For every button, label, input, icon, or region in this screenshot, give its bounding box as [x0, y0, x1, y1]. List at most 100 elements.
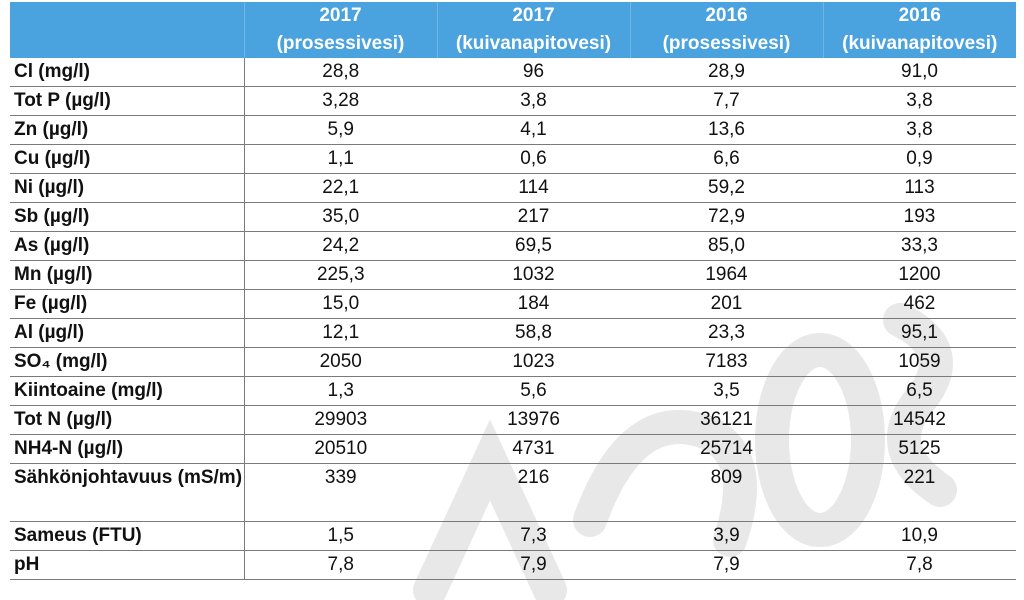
header-2017-drainage: 2017 (kuivanapitovesi) [437, 2, 631, 58]
header-cell-empty [10, 2, 245, 58]
header-type: (kuivanapitovesi) [842, 33, 998, 54]
table-row: Zn (µg/l) 5,9 4,1 13,6 3,8 [10, 115, 1016, 145]
cell: 1059 [823, 347, 1016, 377]
cell: 339 [244, 463, 437, 522]
cell: 217 [437, 202, 630, 232]
cell: 96 [437, 58, 630, 87]
header-type: (kuivanapitovesi) [455, 33, 612, 54]
table-row: Fe (µg/l) 15,0 184 201 462 [10, 289, 1016, 319]
cell: 69,5 [437, 231, 630, 261]
row-label: Zn (µg/l) [10, 115, 245, 145]
table-row: Sb (µg/l) 35,0 217 72,9 193 [10, 202, 1016, 232]
cell: 6,6 [630, 144, 823, 174]
cell: 3,5 [630, 376, 823, 406]
cell: 7,8 [244, 550, 437, 580]
cell: 7,8 [823, 550, 1016, 580]
table-row: Al (µg/l) 12,1 58,8 23,3 95,1 [10, 318, 1016, 348]
table-row: NH4-N (µg/l) 20510 4731 25714 5125 [10, 434, 1016, 464]
cell: 13,6 [630, 115, 823, 145]
header-2017-process: 2017 (prosessivesi) [244, 2, 438, 58]
row-label: Fe (µg/l) [10, 289, 245, 319]
table-row: Tot P (µg/l) 3,28 3,8 7,7 3,8 [10, 86, 1016, 116]
cell: 1032 [437, 260, 630, 290]
cell: 7,3 [437, 521, 630, 551]
table-row: Ni (µg/l) 22,1 114 59,2 113 [10, 173, 1016, 203]
cell: 91,0 [823, 58, 1016, 87]
cell: 58,8 [437, 318, 630, 348]
cell: 221 [823, 463, 1016, 522]
header-row: 2017 (prosessivesi) 2017 (kuivanapitoves… [10, 2, 1016, 58]
table-row: Sameus (FTU) 1,5 7,3 3,9 10,9 [10, 521, 1016, 551]
cell: 225,3 [244, 260, 437, 290]
cell: 0,9 [823, 144, 1016, 174]
cell: 201 [630, 289, 823, 319]
row-label: Ni (µg/l) [10, 173, 245, 203]
cell: 28,9 [630, 58, 823, 87]
cell: 5,6 [437, 376, 630, 406]
cell: 7,9 [437, 550, 630, 580]
cell: 4,1 [437, 115, 630, 145]
cell: 184 [437, 289, 630, 319]
cell: 114 [437, 173, 630, 203]
cell: 5125 [823, 434, 1016, 464]
row-label: Al (µg/l) [10, 318, 245, 348]
header-year: 2017 [512, 5, 555, 26]
table-row: Kiintoaine (mg/l) 1,3 5,6 3,5 6,5 [10, 376, 1016, 406]
cell: 22,1 [244, 173, 437, 203]
header-year: 2016 [898, 5, 941, 26]
cell: 1,1 [244, 144, 437, 174]
cell: 3,8 [823, 115, 1016, 145]
row-label: SO₄ (mg/l) [10, 347, 245, 377]
cell: 1964 [630, 260, 823, 290]
table-row: Sähkönjohtavuus (mS/m) 339 216 809 221 [10, 463, 1016, 522]
header-type: (prosessivesi) [662, 33, 791, 54]
row-label: Sähkönjohtavuus (mS/m) [10, 463, 245, 522]
cell: 15,0 [244, 289, 437, 319]
cell: 23,3 [630, 318, 823, 348]
row-label: Cl (mg/l) [10, 58, 245, 87]
cell: 113 [823, 173, 1016, 203]
table-row: Cu (µg/l) 1,1 0,6 6,6 0,9 [10, 144, 1016, 174]
cell: 85,0 [630, 231, 823, 261]
row-label: Tot N (µg/l) [10, 405, 245, 435]
row-label: Sb (µg/l) [10, 202, 245, 232]
cell: 3,8 [437, 86, 630, 116]
cell: 35,0 [244, 202, 437, 232]
cell: 20510 [244, 434, 437, 464]
row-label: As (µg/l) [10, 231, 245, 261]
row-label: Tot P (µg/l) [10, 86, 245, 116]
table-row: Mn (µg/l) 225,3 1032 1964 1200 [10, 260, 1016, 290]
cell: 6,5 [823, 376, 1016, 406]
cell: 809 [630, 463, 823, 522]
cell: 95,1 [823, 318, 1016, 348]
cell: 72,9 [630, 202, 823, 232]
table-row: As (µg/l) 24,2 69,5 85,0 33,3 [10, 231, 1016, 261]
table-row: pH 7,8 7,9 7,9 7,8 [10, 550, 1016, 580]
cell: 0,6 [437, 144, 630, 174]
cell: 7,7 [630, 86, 823, 116]
cell: 36121 [630, 405, 823, 435]
cell: 1023 [437, 347, 630, 377]
row-label: pH [10, 550, 245, 580]
cell: 1200 [823, 260, 1016, 290]
cell: 59,2 [630, 173, 823, 203]
cell: 1,3 [244, 376, 437, 406]
cell: 14542 [823, 405, 1016, 435]
cell: 7183 [630, 347, 823, 377]
table-row: Cl (mg/l) 28,8 96 28,9 91,0 [10, 58, 1016, 87]
cell: 462 [823, 289, 1016, 319]
water-quality-table: 2017 (prosessivesi) 2017 (kuivanapitoves… [10, 2, 1016, 580]
row-label: Sameus (FTU) [10, 521, 245, 551]
cell: 3,28 [244, 86, 437, 116]
row-label: Mn (µg/l) [10, 260, 245, 290]
cell: 3,8 [823, 86, 1016, 116]
cell: 2050 [244, 347, 437, 377]
cell: 33,3 [823, 231, 1016, 261]
cell: 3,9 [630, 521, 823, 551]
cell: 28,8 [244, 58, 437, 87]
table-row: SO₄ (mg/l) 2050 1023 7183 1059 [10, 347, 1016, 377]
cell: 193 [823, 202, 1016, 232]
cell: 29903 [244, 405, 437, 435]
row-label: Kiintoaine (mg/l) [10, 376, 245, 406]
header-type: (prosessivesi) [276, 33, 405, 54]
